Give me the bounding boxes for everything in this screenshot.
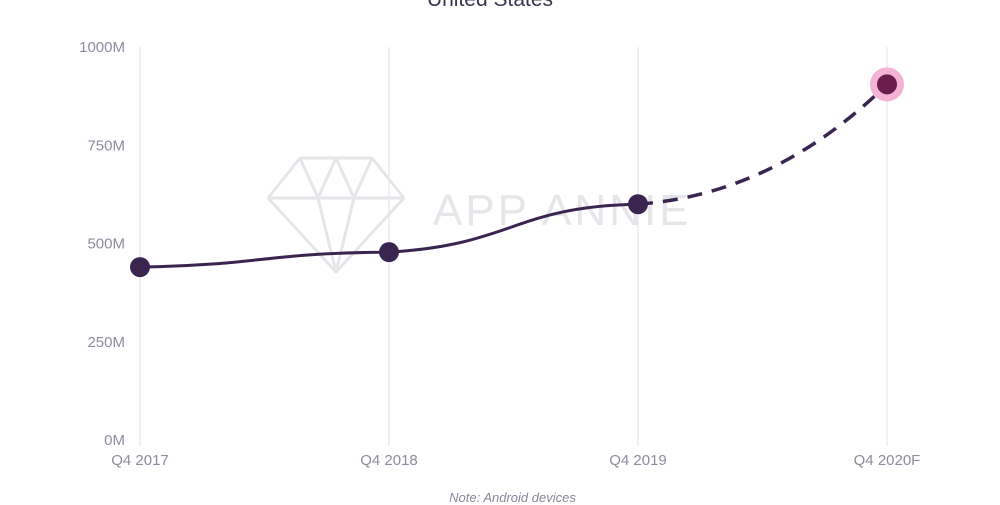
y-tick-label: 500M: [87, 236, 125, 253]
x-axis: Q4 2017 Q4 2018 Q4 2019 Q4 2020F: [111, 452, 920, 469]
y-axis: 0M 250M 500M 750M 1000M: [79, 39, 125, 449]
diamond-logo-icon: [266, 156, 406, 274]
app-annie-watermark: APP ANNIE: [266, 156, 692, 274]
y-tick-label: 0M: [104, 432, 125, 449]
x-tick-label: Q4 2019: [609, 452, 667, 469]
y-tick-label: 250M: [87, 334, 125, 351]
data-point-q4-2017: [130, 257, 150, 278]
watermark-text: APP ANNIE: [433, 186, 692, 235]
x-tick-label: Q4 2020F: [854, 452, 921, 469]
data-point-q4-2020f: [877, 74, 897, 95]
data-point-q4-2019: [628, 194, 648, 215]
x-tick-label: Q4 2018: [360, 452, 418, 469]
series-line: [138, 83, 889, 269]
x-tick-label: Q4 2017: [111, 452, 169, 469]
y-tick-label: 1000M: [79, 39, 125, 56]
series-line-forecast: [637, 83, 889, 206]
chart-note: Note: Android devices: [449, 490, 576, 505]
grid: [139, 47, 888, 446]
data-points: [130, 67, 904, 278]
chart-title: United States: [0, 0, 980, 12]
data-point-q4-2018: [379, 242, 399, 263]
y-tick-label: 750M: [87, 137, 125, 154]
